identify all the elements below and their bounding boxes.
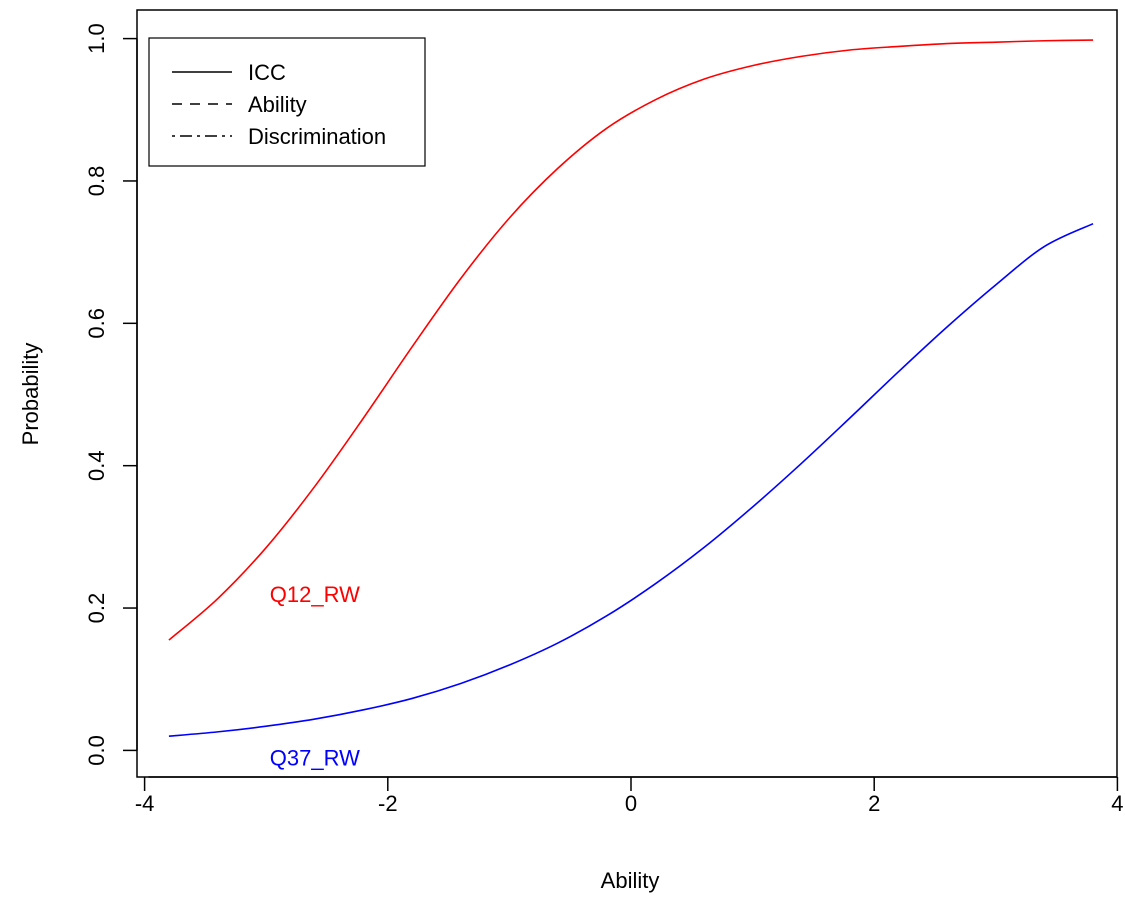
series-label-q12-rw: Q12_RW bbox=[270, 582, 360, 607]
y-tick-label-0-6: 0.6 bbox=[84, 308, 109, 339]
y-tick-label-1-0: 1.0 bbox=[84, 23, 109, 54]
x-tick-label-4: 4 bbox=[1111, 791, 1123, 816]
x-tick-label-0: 0 bbox=[625, 791, 637, 816]
legend: ICC Ability Discrimination bbox=[148, 37, 426, 167]
series-label-q37-rw: Q37_RW bbox=[270, 746, 360, 771]
legend-box bbox=[148, 37, 426, 167]
legend-label-ability: Ability bbox=[248, 92, 307, 117]
series-line-q12-rw bbox=[168, 39, 1094, 641]
series-line-q37-rw bbox=[168, 222, 1094, 737]
x-tick-label-2: 2 bbox=[868, 791, 880, 816]
x-tick-label-4: -4 bbox=[135, 791, 155, 816]
y-tick-label-0-4: 0.4 bbox=[84, 450, 109, 481]
x-tick-label-2: -2 bbox=[378, 791, 398, 816]
legend-label-discrimination: Discrimination bbox=[248, 124, 386, 149]
y-tick-label-0-0: 0.0 bbox=[84, 735, 109, 766]
series-layer: Q12_RW Q37_RW bbox=[168, 39, 1094, 771]
x-axis-label: Ability bbox=[601, 868, 660, 893]
x-axis: -4 -2 0 2 4 bbox=[135, 776, 1124, 816]
y-axis-label: Probability bbox=[18, 343, 43, 446]
y-tick-label-0-2: 0.2 bbox=[84, 593, 109, 624]
y-axis: 0.0 0.2 0.4 0.6 0.8 1.0 bbox=[84, 23, 138, 766]
legend-label-icc: ICC bbox=[248, 60, 286, 85]
y-tick-label-0-8: 0.8 bbox=[84, 166, 109, 197]
